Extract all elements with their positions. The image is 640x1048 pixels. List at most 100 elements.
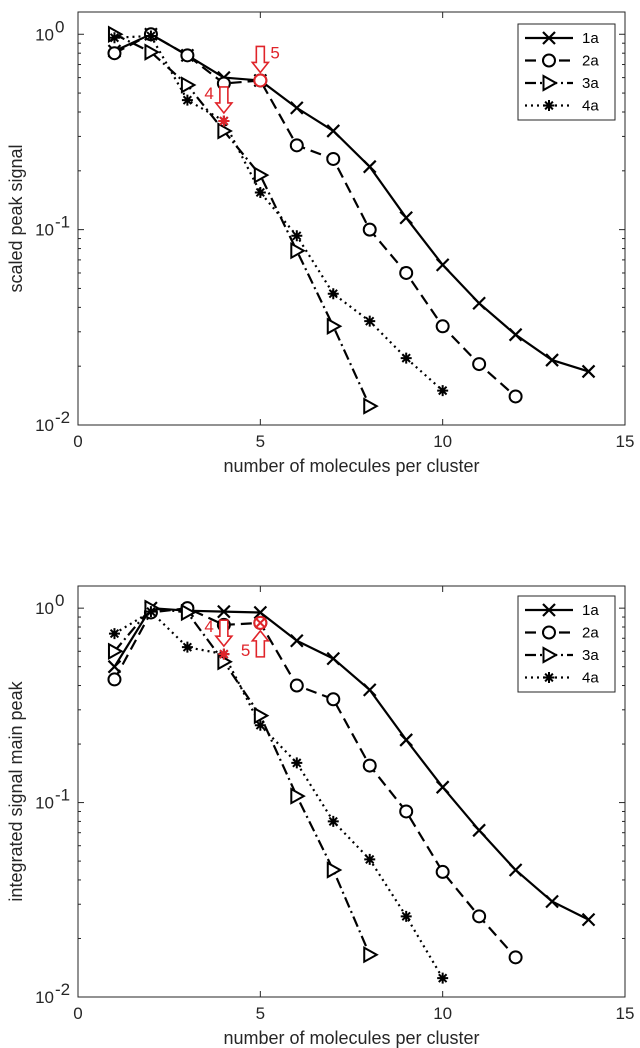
annotation-label: 5 [241,641,250,660]
annotation-label: 4 [204,617,213,636]
x-tick-label: 15 [616,432,635,451]
y-tick-label: 10 [35,599,54,618]
data-point-1a [290,101,304,115]
data-point-3a [144,43,160,61]
data-point-4a [181,94,193,106]
data-point-1a [253,605,268,620]
y-tick-exponent: -2 [55,980,70,999]
data-point-2a [508,389,523,404]
legend-label: 1a [582,30,599,47]
legend-label: 3a [582,75,599,92]
data-point-1a [472,823,486,838]
annotation-label: 4 [204,84,213,103]
highlighted-point [253,73,268,88]
y-tick-exponent: 0 [55,591,64,610]
data-point-1a [362,683,377,697]
highlighted-point [254,617,267,629]
data-point-4a [327,815,339,827]
data-point-4a [254,719,266,731]
data-point-2a [435,319,450,334]
data-point-4a [291,757,303,769]
data-point-1a [581,912,596,927]
data-point-4a [291,230,303,242]
data-point-2a [399,265,414,280]
data-point-4a [400,352,412,364]
y-tick-exponent: 0 [55,17,64,36]
data-point-3a [326,317,343,336]
data-point-4a [400,910,412,922]
annotation-arrow [214,619,234,648]
data-point-3a [217,122,233,140]
data-point-4a [364,315,376,327]
annotation-label: 5 [270,43,279,62]
y-tick-exponent: -1 [55,786,70,805]
data-point-4a [364,853,376,865]
data-point-1a [362,159,377,174]
y-tick-label: 10 [35,988,54,1007]
legend-marker-3a [542,74,559,92]
data-point-4a [145,606,157,618]
legend-label: 4a [582,98,599,115]
data-point-1a [326,124,341,138]
series-line-4a [114,34,444,392]
data-point-4a [145,30,157,42]
data-point-2a [362,222,377,237]
data-point-4a [108,32,120,44]
data-point-1a [545,353,559,367]
data-point-1a [472,296,486,311]
data-point-3a [363,946,379,964]
data-point-1a [217,604,231,619]
data-point-1a [435,780,450,794]
data-point-1a [399,210,413,225]
legend-marker-4a [543,672,555,683]
y-tick-label: 10 [35,25,54,44]
legend-label: 3a [582,647,599,664]
legend-label: 1a [582,602,599,619]
plot-area [77,585,626,998]
data-point-3a [107,642,124,660]
legend-box [517,595,616,693]
series-line-2a [113,607,517,959]
data-point-1a [581,364,596,379]
data-point-3a [290,242,306,260]
data-point-2a [289,678,304,693]
data-point-1a [508,327,523,342]
data-point-1a [107,659,122,674]
data-point-4a [437,385,449,397]
data-point-2a [289,138,304,153]
legend-label: 2a [582,625,599,642]
data-point-2a [362,758,377,773]
data-point-1a [435,258,450,272]
y-axis-label: scaled peak signal [6,144,26,292]
data-point-2a [180,48,195,63]
data-point-4a [181,641,193,653]
data-point-3a [326,861,343,879]
legend-marker-3a [542,646,559,664]
y-axis-label: integrated signal main peak [6,680,26,901]
data-point-1a [290,633,304,648]
data-point-3a [180,603,197,622]
x-tick-label: 10 [433,432,452,451]
data-point-2a [472,909,487,924]
x-tick-label: 5 [256,432,265,451]
x-tick-label: 15 [616,1004,635,1023]
y-tick-label: 10 [35,416,54,435]
x-axis-label: number of molecules per cluster [223,456,479,476]
y-tick-exponent: -2 [55,408,70,427]
data-point-1a [399,733,413,747]
data-point-1a [545,894,559,909]
data-point-2a [472,357,487,372]
data-point-2a [326,151,341,166]
legend-marker-2a [542,625,556,640]
legend-marker-2a [542,53,556,68]
data-point-2a [107,672,122,687]
y-tick-label: 10 [35,221,54,240]
data-point-3a [253,166,270,184]
x-tick-label: 0 [73,1004,82,1023]
x-tick-label: 10 [433,1004,452,1023]
x-tick-label: 5 [256,1004,265,1023]
series-line-3a [114,33,371,407]
annotation-arrow [250,629,270,658]
